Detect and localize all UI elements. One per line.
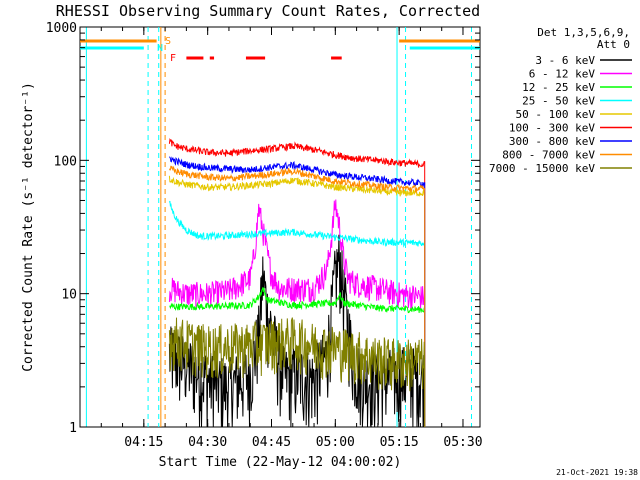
series-line — [168, 175, 426, 427]
legend-label: 12 - 25 keV — [522, 81, 595, 94]
series-line — [168, 234, 426, 428]
x-tick-label: 04:45 — [252, 435, 291, 450]
legend-label: 6 - 12 keV — [529, 68, 596, 81]
legend-label: 800 - 7000 keV — [502, 149, 595, 162]
chart-title: RHESSI Observing Summary Count Rates, Co… — [56, 2, 480, 20]
footer-timestamp: 21-Oct-2021 19:38 — [556, 468, 638, 477]
y-axis-label: Corrected Count Rate (s⁻¹ detector⁻¹) — [21, 82, 36, 372]
x-tick-label: 05:15 — [380, 435, 419, 450]
series-line — [168, 199, 426, 427]
legend-label: 25 - 50 keV — [522, 95, 595, 108]
series-line — [168, 317, 426, 427]
x-tick-label: 04:15 — [124, 435, 163, 450]
legend-header: Det 1,3,5,6,9, — [537, 26, 630, 39]
series-line — [168, 137, 426, 427]
legend-label: 7000 - 15000 keV — [489, 162, 595, 175]
legend-header: Att 0 — [597, 38, 630, 51]
x-tick-label: 05:30 — [443, 435, 482, 450]
series-group — [168, 137, 426, 428]
legend-label: 50 - 100 keV — [516, 108, 596, 121]
series-line — [168, 165, 426, 427]
x-tick-label: 05:00 — [316, 435, 355, 450]
x-tick-label: 04:30 — [188, 435, 227, 450]
axis-ticks: 04:15 04:30 04:45 05:00 05:15 05:30 1 10 100 1000 — [46, 21, 483, 450]
legend-label: 3 - 6 keV — [535, 54, 595, 67]
series-line — [169, 287, 426, 427]
series-line — [169, 156, 426, 427]
plot-area — [79, 26, 481, 428]
y-tick-label: 1000 — [46, 21, 77, 36]
legend-label: 300 - 800 keV — [509, 135, 595, 148]
flag-letter: N — [157, 43, 163, 54]
x-axis-label: Start Time (22-May-12 04:00:02) — [159, 455, 402, 470]
y-tick-label: 1 — [69, 421, 77, 436]
flag-markers: SNF — [80, 27, 480, 427]
legend-label: 100 - 300 keV — [509, 122, 595, 135]
flag-letter: S — [165, 36, 171, 47]
series-line — [168, 200, 426, 427]
flag-letter: F — [170, 53, 176, 64]
y-tick-label: 100 — [54, 154, 77, 169]
y-tick-label: 10 — [61, 288, 77, 303]
